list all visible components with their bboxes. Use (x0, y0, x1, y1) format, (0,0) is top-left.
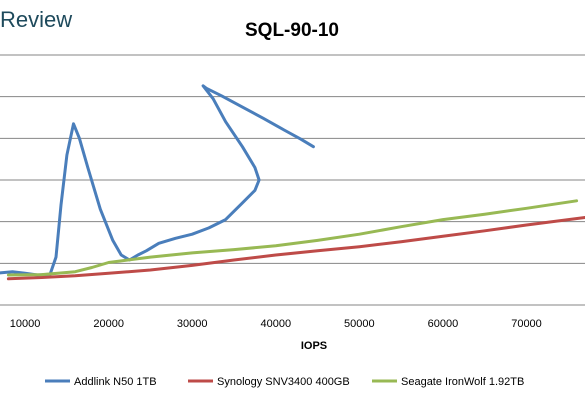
x-tick-labels: 10000 20000 30000 40000 50000 60000 70000 (10, 318, 542, 330)
series-line-2 (6, 216, 585, 281)
gridlines (0, 54, 585, 306)
series-line-1 (0, 84, 315, 277)
series-line-3 (6, 199, 579, 277)
x-tick-label: 50000 (344, 318, 375, 330)
x-tick-label: 40000 (260, 318, 291, 330)
chart-title: SQL-90-10 (245, 20, 339, 41)
x-axis-title: IOPS (301, 340, 327, 352)
x-tick-label: 60000 (428, 318, 459, 330)
legend: Addlink N50 1TB Synology SNV3400 400GB Sea… (45, 376, 524, 388)
x-tick-label: 10000 (10, 318, 41, 330)
legend-label-2: Synology SNV3400 400GB (217, 376, 350, 388)
legend-label-1: Addlink N50 1TB (74, 376, 157, 388)
x-tick-label: 20000 (93, 318, 124, 330)
x-tick-label: 30000 (177, 318, 208, 330)
series-lines (0, 84, 585, 281)
x-tick-label: 70000 (511, 318, 542, 330)
brand-text: Review (0, 7, 72, 32)
legend-label-3: Seagate IronWolf 1.92TB (401, 376, 524, 388)
